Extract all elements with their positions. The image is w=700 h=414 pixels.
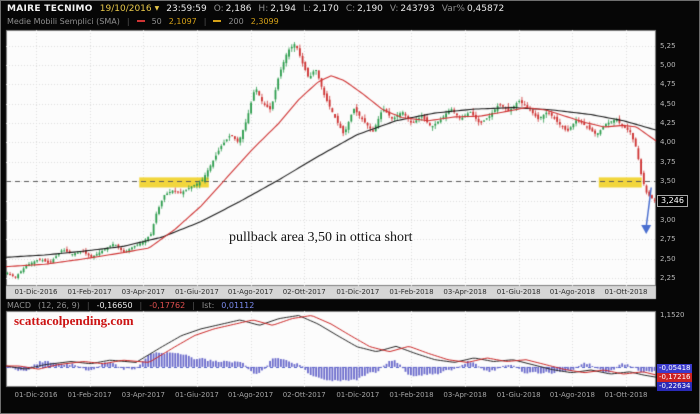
macd-macd-value-badge: -0,22634 [657,382,693,392]
last-price-badge: 3,246 [657,194,688,207]
var-field: Var% 0,45872 [442,4,504,14]
chevron-down-icon: ▼ [154,5,160,12]
x-axis-label: 01-Ott-2018 [604,391,648,399]
price-tick-label: 4,50 [660,99,676,108]
price-tick-label: 4,75 [660,80,676,89]
x-axis-label: 01-Dic-2016 [14,391,58,399]
close-field: C: 2,190 [346,4,383,14]
x-axis-label: 03-Apr-2018 [443,391,487,399]
x-axis-label: 01-Ago-2017 [227,288,274,296]
x-axis-label: 03-Apr-2017 [121,288,165,296]
x-axis-label: 01-Giu-2017 [174,391,219,399]
open-label: O: [213,3,224,14]
x-axis-label: 01-Dic-2017 [336,391,380,399]
watermark: scattacolpending.com [14,313,134,328]
separator: | [126,16,130,26]
high-value: 2,194 [270,3,296,14]
macd-histogram-value-badge: -0,05418 [657,364,693,374]
close-label: C: [345,3,356,14]
x-axis-bottom: 01-Dic-2016 01-Feb-2017 03-Apr-2017 01-Giu-… [1,389,699,402]
price-tick-label: 3,75 [660,157,676,166]
volume-field: V: 243793 [390,4,435,14]
date-value: 19/10/2016 [99,3,152,14]
macd-tick-label: 1,1520 [660,311,685,320]
separator: | [192,300,195,310]
pullback-annotation: pullback area 3,50 in ottica short [229,230,413,245]
date-selector[interactable]: 19/10/2016 ▼ [100,4,160,14]
sma200-period: 200 [228,16,244,26]
sma200-swatch [213,20,222,22]
x-axis-label: 01-Giu-2017 [174,288,219,296]
x-axis-label: 01-Giu-2018 [496,391,541,399]
x-axis-label: 01-Feb-2017 [67,391,112,399]
macd-params: (12, 26, 9) [37,300,80,310]
symbol-name: MAIRE TECNIMO [7,3,93,14]
low-value: 2,170 [313,3,339,14]
price-tick-label: 5,00 [660,60,676,69]
x-axis-label: 01-Dic-2017 [336,288,380,296]
x-axis-label: 01-Ott-2018 [604,288,648,296]
sma50-value: 2,1097 [168,16,197,26]
macd-hist-label: Ist: [201,300,215,310]
macd-hist-value: 0,01112 [221,300,255,310]
price-tick-label: 3,50 [660,177,676,186]
macd-indicator-name: MACD [7,300,31,310]
x-axis-label: 01-Ago-2018 [549,391,595,399]
x-axis-label: 01-Giu-2018 [496,288,541,296]
var-value: 0,45872 [466,3,505,14]
sma-indicator-name: Medie Mobili Semplici (SMA) [7,16,120,26]
x-axis-label: 03-Apr-2017 [121,391,165,399]
sma-header: Medie Mobili Semplici (SMA) | 50 2,1097 … [7,16,279,26]
sma200-value: 2,3099 [250,16,279,26]
time-value: 23:59:59 [166,3,207,14]
sma50-swatch [136,20,145,22]
price-tick-label: 5,25 [660,41,676,50]
x-axis-label: 01-Ago-2017 [227,391,274,399]
macd-signal-value-badge: -0,17216 [657,373,693,383]
price-tick-label: 4,00 [660,138,676,147]
x-axis-label: 02-Ott-2017 [282,391,326,399]
macd-signal-value: -0,17762 [149,300,186,310]
x-axis-label: 01-Feb-2018 [389,288,434,296]
separator: | [203,16,207,26]
price-tick-label: 2,75 [660,235,676,244]
price-tick-label: 2,25 [660,274,676,283]
open-field: O: 2,186 [214,4,252,14]
low-field: L: 2,170 [303,4,339,14]
sma50-period: 50 [151,16,162,26]
quote-header: MAIRE TECNIMO 19/10/2016 ▼ 23:59:59 O: 2,… [7,3,504,14]
macd-value: -0,16650 [96,300,133,310]
x-axis-label: 01-Dic-2016 [14,288,58,296]
separator: | [139,300,143,310]
x-axis-label: 01-Feb-2017 [67,288,112,296]
x-axis-main: 01-Dic-2016 01-Feb-2017 03-Apr-2017 01-Giu-… [1,286,699,299]
volume-value: 243793 [400,3,435,14]
price-tick-label: 2,50 [660,254,676,263]
x-axis-label: 01-Ago-2018 [549,288,595,296]
separator: | [86,300,90,310]
close-value: 2,190 [357,3,383,14]
high-label: H: [258,3,269,14]
volume-label: V: [389,3,399,14]
var-label: Var% [441,3,465,14]
macd-header: MACD (12, 26, 9) | -0,16650 | -0,17762 |… [7,300,254,310]
x-axis-label: 02-Ott-2017 [282,288,326,296]
price-tick-label: 3,00 [660,216,676,225]
low-label: L: [303,3,312,14]
price-tick-label: 4,25 [660,119,676,128]
x-axis-label: 01-Feb-2018 [389,391,434,399]
high-field: H: 2,194 [258,4,296,14]
x-axis-label: 03-Apr-2018 [443,288,487,296]
open-value: 2,186 [225,3,252,14]
